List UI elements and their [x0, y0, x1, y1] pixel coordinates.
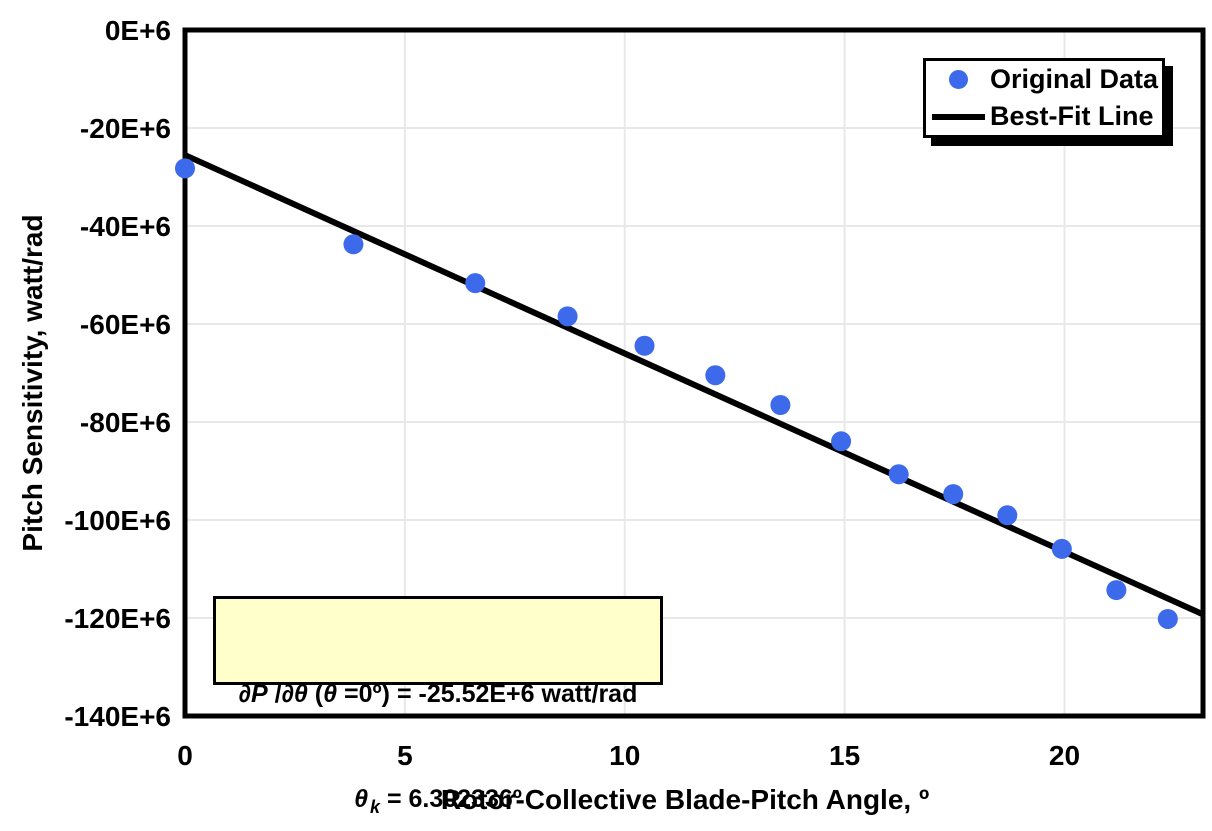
- y-tick-label: -40E+6: [80, 211, 171, 242]
- data-point: [1051, 538, 1072, 559]
- partial-theta-symbol: ∂θ: [281, 680, 308, 708]
- y-tick-label: -20E+6: [80, 113, 171, 144]
- legend-marker-area: [930, 70, 986, 89]
- data-point: [831, 431, 852, 452]
- theta-symbol: θ: [354, 785, 369, 813]
- legend: Original Data Best-Fit Line: [923, 58, 1165, 138]
- data-point: [888, 464, 909, 485]
- x-tick-label: 5: [397, 740, 413, 771]
- data-point: [705, 365, 726, 386]
- x-axis-title: Rotor-Collective Blade-Pitch Angle, º: [440, 784, 930, 815]
- data-point: [557, 306, 578, 327]
- legend-label-best-fit-line: Best-Fit Line: [990, 101, 1154, 131]
- legend-label-original-data: Original Data: [990, 64, 1159, 94]
- scatter-point-icon: [948, 70, 968, 89]
- subscript-k: k: [370, 797, 381, 817]
- theta-symbol: θ: [323, 680, 338, 708]
- legend-entry-original-data: Original Data: [926, 61, 1162, 98]
- y-tick-label: -80E+6: [80, 407, 171, 438]
- best-fit-line: [183, 152, 1205, 618]
- data-point: [943, 484, 964, 505]
- line-swatch-icon: [931, 113, 985, 120]
- data-point: [1157, 608, 1178, 629]
- data-point: [770, 394, 791, 415]
- data-point: [634, 335, 655, 356]
- data-point: [1106, 580, 1127, 601]
- data-point: [997, 505, 1018, 526]
- data-point: [465, 273, 486, 294]
- data-point: [175, 158, 195, 179]
- y-axis-title: Pitch Sensitivity, watt/rad: [17, 214, 48, 552]
- x-tick-label: 20: [1049, 740, 1080, 771]
- partial-P-symbol: ∂P: [238, 680, 268, 708]
- legend-marker-area: [930, 113, 986, 120]
- y-tick-label: -120E+6: [64, 603, 171, 634]
- legend-entry-best-fit-line: Best-Fit Line: [926, 98, 1162, 135]
- y-tick-label: -60E+6: [80, 309, 171, 340]
- data-point: [343, 234, 364, 255]
- plot-frame: [182, 27, 1206, 719]
- y-tick-label: -100E+6: [64, 505, 171, 536]
- x-tick-label: 0: [177, 740, 193, 771]
- x-tick-label: 10: [609, 740, 640, 771]
- annotation-line-1: ∂P /∂θ (θ =0º) = -25.52E+6 watt/rad: [238, 680, 638, 708]
- x-tick-label: 15: [829, 740, 860, 771]
- y-tick-label: 0E+6: [105, 15, 171, 46]
- y-tick-label: -140E+6: [64, 701, 171, 732]
